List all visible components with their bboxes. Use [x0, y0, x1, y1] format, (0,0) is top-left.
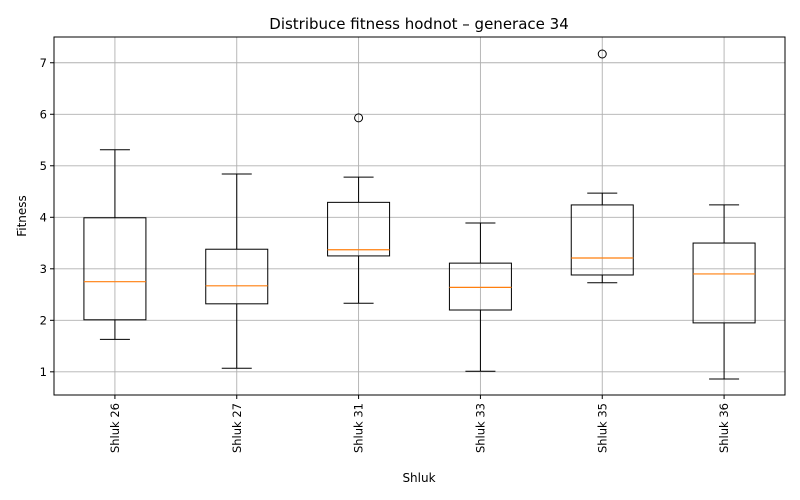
chart-title: Distribuce fitness hodnot – generace 34 [269, 15, 568, 33]
iqr-box [448, 262, 512, 311]
x-tick-label: Shluk 35 [595, 403, 609, 453]
x-tick-label: Shluk 33 [473, 403, 487, 453]
y-tick-label: 7 [40, 56, 47, 70]
y-tick-label: 4 [40, 210, 47, 224]
iqr-box [692, 242, 756, 324]
iqr-box [570, 204, 634, 276]
x-tick-label: Shluk 36 [717, 403, 731, 453]
y-tick-label: 3 [40, 262, 47, 276]
box-group [692, 204, 756, 380]
box-group [327, 113, 391, 304]
iqr-box [83, 217, 147, 321]
grid [54, 37, 785, 395]
box-group [570, 49, 634, 284]
x-axis-label: Shluk [402, 471, 435, 485]
iqr-box [327, 201, 391, 257]
x-tick-label: Shluk 31 [352, 403, 366, 453]
box-group [448, 222, 512, 372]
y-tick-label: 5 [40, 159, 47, 173]
ticks: 1 2 3 4 5 6 7 Shluk 26 Shluk 27 Shluk 31 Shluk 33 S… [40, 56, 731, 453]
y-tick-label: 1 [40, 365, 47, 379]
y-tick-label: 6 [40, 107, 47, 121]
box-group [83, 149, 147, 340]
outlier-point [354, 113, 364, 123]
box-group [205, 173, 269, 369]
y-tick-label: 2 [40, 313, 47, 327]
y-axis-label: Fitness [15, 195, 29, 237]
outlier-point [597, 49, 607, 59]
boxes [83, 49, 756, 380]
x-tick-label: Shluk 26 [108, 403, 122, 453]
x-tick-label: Shluk 27 [230, 403, 244, 453]
iqr-box [205, 248, 269, 305]
plot-frame [53, 36, 786, 396]
